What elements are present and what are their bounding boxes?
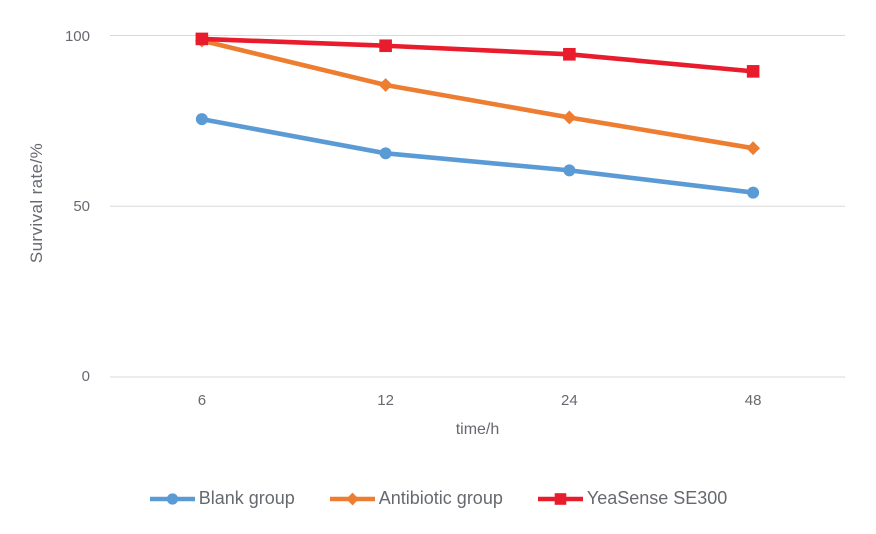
y-tick-label-50: 50: [73, 198, 90, 215]
legend-item-blank-group: Blank group: [149, 488, 295, 509]
legend-label: Blank group: [198, 488, 295, 508]
legend-label: Antibiotic group: [378, 488, 503, 508]
legend: Blank group Antibiotic group YeaSense SE…: [0, 488, 876, 509]
series-line: [199, 36, 756, 74]
data-point-diamond-marker: [562, 110, 577, 125]
data-point-square-marker: [746, 65, 760, 78]
data-point-square-marker: [554, 492, 567, 505]
series-line: [199, 38, 756, 151]
data-point-circle-marker: [379, 147, 392, 160]
data-point-circle-marker: [166, 492, 178, 505]
x-tick-label-6: 6: [197, 392, 207, 409]
legend-item-antibiotic-group: Antibiotic group: [329, 488, 503, 509]
data-point-circle-marker: [195, 113, 208, 126]
data-point-circle-marker: [563, 164, 576, 177]
x-tick-label-48: 48: [744, 392, 762, 409]
data-point-diamond-marker: [746, 141, 761, 156]
x-tick-label-24: 24: [561, 392, 578, 409]
legend-line-circle-icon: [149, 492, 195, 505]
series-line: [199, 116, 756, 195]
legend-item-yeasense-se300: YeaSense SE300: [537, 488, 727, 509]
data-point-square-marker: [563, 47, 576, 61]
data-point-square-marker: [379, 39, 392, 53]
x-axis-ticks: 6 12 24 48: [110, 392, 845, 410]
plot-area: [110, 32, 845, 378]
legend-line-square-icon: [537, 492, 583, 505]
y-tick-label-100: 100: [64, 28, 90, 45]
x-tick-label-12: 12: [377, 392, 394, 409]
data-point-diamond-marker: [378, 78, 393, 92]
data-point-circle-marker: [747, 186, 760, 199]
legend-label: YeaSense SE300: [586, 488, 728, 508]
y-tick-label-0: 0: [81, 368, 90, 385]
data-point-square-marker: [195, 32, 209, 46]
legend-line-diamond-icon: [329, 492, 375, 505]
x-axis-title: time/h: [455, 421, 500, 438]
data-point-diamond-marker: [345, 492, 359, 505]
